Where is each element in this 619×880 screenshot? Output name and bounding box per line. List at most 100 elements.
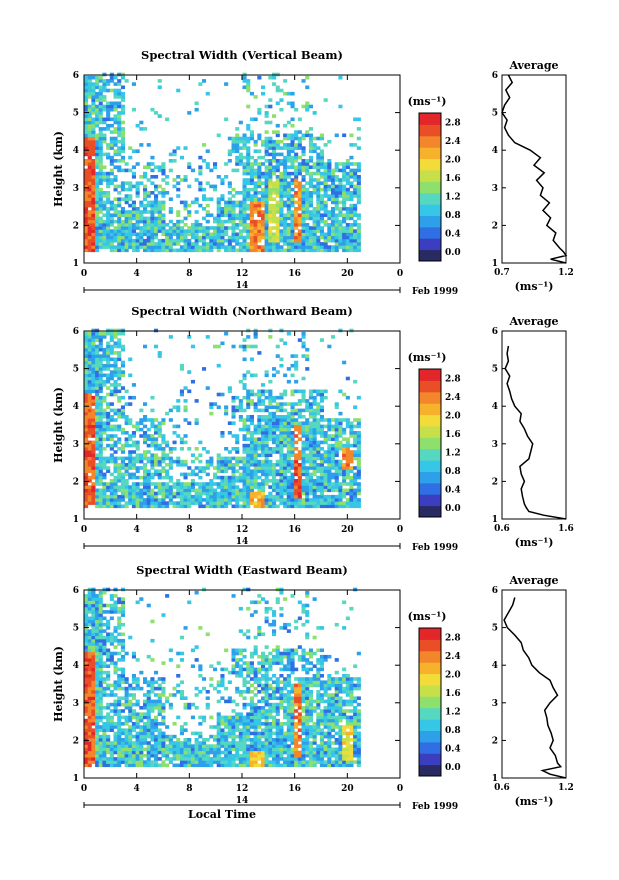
heatmap-cell [217, 466, 221, 470]
heatmap-cell [265, 374, 269, 378]
heatmap-cell [316, 229, 320, 233]
heatmap-cell [88, 684, 92, 688]
heatmap-cell [232, 207, 236, 211]
heatmap-cell [283, 492, 287, 496]
heatmap-cell [158, 79, 162, 83]
heatmap-cell [132, 735, 136, 739]
heatmap-cell [102, 680, 106, 684]
heatmap-cell [114, 335, 118, 339]
heatmap-cell [114, 358, 118, 362]
heatmap-cell [235, 249, 239, 253]
heatmap-cell [114, 226, 118, 230]
heatmap-cell [320, 393, 324, 397]
heatmap-cell [324, 239, 328, 243]
heatmap-cell [257, 444, 261, 448]
heatmap-cell [220, 207, 224, 211]
heatmap-cell [176, 405, 180, 409]
heatmap-cell [121, 108, 125, 112]
heatmap-cell [91, 124, 95, 128]
heatmap-cell [305, 233, 309, 237]
heatmap-cell [195, 210, 199, 214]
heatmap-cell [338, 492, 342, 496]
heatmap-cell [316, 188, 320, 192]
heatmap-cell [309, 466, 313, 470]
heatmap-cell [95, 655, 99, 659]
heatmap-cell [287, 207, 291, 211]
heatmap-cell [324, 437, 328, 441]
heatmap-cell [265, 226, 269, 230]
heatmap-cell [291, 181, 295, 185]
heatmap-cell [121, 197, 125, 201]
heatmap-cell [327, 418, 331, 422]
heatmap-cell [84, 162, 88, 166]
heatmap-cell [91, 680, 95, 684]
heatmap-cell [91, 693, 95, 697]
heatmap-cell [206, 335, 210, 339]
heatmap-cell [342, 236, 346, 240]
heatmap-cell [357, 185, 361, 189]
heatmap-cell [338, 162, 342, 166]
heatmap-cell [161, 680, 165, 684]
heatmap-cell [117, 447, 121, 451]
heatmap-cell [305, 489, 309, 493]
heatmap-cell [147, 706, 151, 710]
heatmap-cell [287, 441, 291, 445]
heatmap-cell [106, 674, 110, 678]
heatmap-cell [246, 217, 250, 221]
heatmap-cell [228, 245, 232, 249]
heatmap-cell [357, 239, 361, 243]
heatmap-cell [91, 165, 95, 169]
heatmap-cell [91, 444, 95, 448]
heatmap-cell [246, 479, 250, 483]
heatmap-cell [91, 380, 95, 384]
heatmap-cell [313, 495, 317, 499]
heatmap-cell [143, 437, 147, 441]
heatmap-cell [110, 728, 114, 732]
heatmap-cell [302, 390, 306, 394]
heatmap-cell [165, 469, 169, 473]
heatmap-cell [349, 492, 353, 496]
heatmap-cell [309, 242, 313, 246]
heatmap-cell [305, 169, 309, 173]
heatmap-cell [136, 680, 140, 684]
heatmap-cell [298, 239, 302, 243]
heatmap-cell [117, 134, 121, 138]
heatmap-cell [132, 233, 136, 237]
heatmap-cell [268, 137, 272, 141]
heatmap-cell [184, 505, 188, 509]
heatmap-cell [84, 361, 88, 365]
heatmap-cell [250, 444, 254, 448]
heatmap-cell [235, 434, 239, 438]
heatmap-cell [191, 485, 195, 489]
heatmap-cell [232, 505, 236, 509]
heatmap-cell [128, 210, 132, 214]
heatmap-cell [302, 226, 306, 230]
heatmap-cell [287, 457, 291, 461]
heatmap-cell [224, 226, 228, 230]
heatmap-cell [91, 639, 95, 643]
heatmap-cell [117, 169, 121, 173]
heatmap-cell [150, 684, 154, 688]
heatmap-cell [99, 245, 103, 249]
heatmap-cell [239, 153, 243, 157]
heatmap-cell [202, 485, 206, 489]
heatmap-cell [327, 434, 331, 438]
heatmap-cell [158, 492, 162, 496]
heatmap-cell [338, 495, 342, 499]
heatmap-cell [342, 466, 346, 470]
heatmap-cell [224, 476, 228, 480]
heatmap-cell [265, 473, 269, 477]
heatmap-cell [150, 175, 154, 179]
heatmap-cell [88, 725, 92, 729]
heatmap-cell [316, 444, 320, 448]
heatmap-cell [279, 204, 283, 208]
heatmap-cell [121, 489, 125, 493]
heatmap-cell [291, 447, 295, 451]
heatmap-cell [316, 226, 320, 230]
heatmap-cell [143, 233, 147, 237]
heatmap-cell [261, 447, 265, 451]
heatmap-cell [84, 178, 88, 182]
heatmap-cell [261, 201, 265, 205]
heatmap-cell [243, 217, 247, 221]
heatmap-cell [95, 469, 99, 473]
